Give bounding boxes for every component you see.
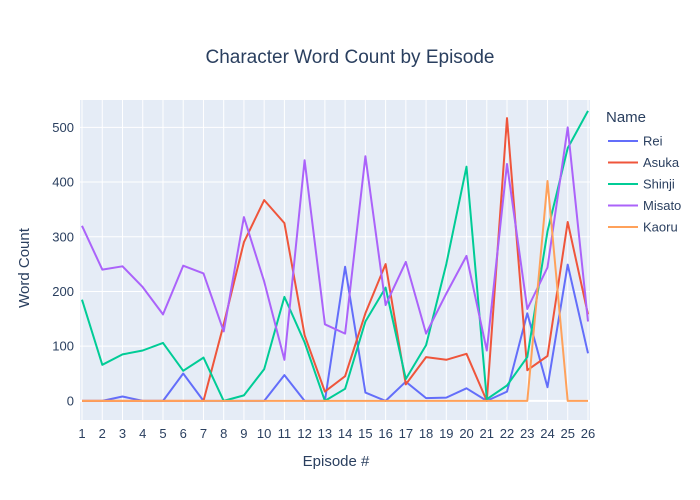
- x-axis-ticks: 1 2 3 4 5 6 7 8 9 10 11 12 13 14 15 16 17 18 19 20 21 22 23 24 2…: [78, 426, 595, 441]
- series-line-kaoru: [82, 180, 588, 402]
- x-tick-label: 26: [581, 426, 595, 441]
- x-tick-label: 17: [399, 426, 413, 441]
- series-line-rei: [82, 263, 589, 402]
- x-tick-label: 22: [500, 426, 514, 441]
- legend-label-rei: Rei: [643, 134, 663, 149]
- x-tick-label: 6: [180, 426, 187, 441]
- plot-area: [80, 100, 590, 420]
- legend-label-kaoru: Kaoru: [643, 220, 678, 235]
- x-tick-label: 5: [159, 426, 166, 441]
- x-tick-label: 21: [480, 426, 494, 441]
- legend-label-misato: Misato: [643, 198, 681, 213]
- y-axis-ticks: 0 100 200 300 400 500: [52, 120, 74, 409]
- y-tick-label: 200: [52, 284, 74, 299]
- x-tick-label: 7: [200, 426, 207, 441]
- y-tick-label: 400: [52, 175, 74, 190]
- x-tick-label: 3: [119, 426, 126, 441]
- x-tick-label: 4: [139, 426, 146, 441]
- x-tick-label: 20: [459, 426, 473, 441]
- legend-label-asuka: Asuka: [643, 155, 680, 170]
- legend: Name Rei Asuka Shinji Misato Kaoru: [606, 109, 681, 235]
- x-tick-label: 1: [78, 426, 85, 441]
- y-axis-title: Word Count: [16, 227, 33, 308]
- y-tick-label: 300: [52, 229, 74, 244]
- x-axis-title: Episode #: [303, 453, 370, 470]
- x-tick-label: 12: [297, 426, 311, 441]
- x-tick-label: 15: [358, 426, 372, 441]
- x-tick-label: 8: [220, 426, 227, 441]
- x-tick-label: 10: [257, 426, 271, 441]
- x-tick-label: 11: [278, 426, 292, 441]
- x-tick-label: 19: [439, 426, 453, 441]
- series-lines: [81, 110, 589, 402]
- y-tick-label: 100: [52, 339, 74, 354]
- legend-title: Name: [606, 109, 646, 126]
- legend-label-shinji: Shinji: [643, 177, 675, 192]
- x-tick-label: 14: [338, 426, 352, 441]
- x-tick-label: 9: [240, 426, 247, 441]
- series-line-misato: [81, 126, 589, 361]
- x-tick-label: 25: [561, 426, 575, 441]
- x-tick-label: 24: [540, 426, 554, 441]
- chart-title: Character Word Count by Episode: [205, 47, 494, 68]
- x-tick-label: 2: [99, 426, 106, 441]
- gridlines: [80, 100, 590, 420]
- series-line-shinji: [81, 110, 589, 402]
- y-tick-label: 0: [67, 393, 74, 408]
- x-tick-label: 18: [419, 426, 433, 441]
- x-tick-label: 16: [378, 426, 392, 441]
- y-tick-label: 500: [52, 120, 74, 135]
- x-tick-label: 13: [318, 426, 332, 441]
- x-tick-label: 23: [520, 426, 534, 441]
